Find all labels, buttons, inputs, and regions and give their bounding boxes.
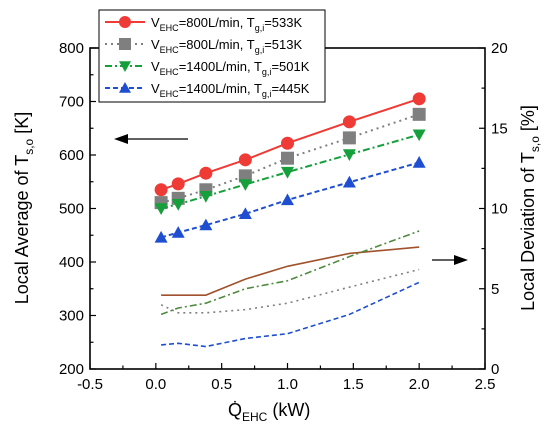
legend-marker <box>119 16 131 28</box>
y-left-tick-label: 300 <box>59 308 84 325</box>
x-tick-label: -0.5 <box>77 376 103 393</box>
legend-v-symbol: V <box>151 15 160 30</box>
legend-marker <box>119 82 131 93</box>
data-point <box>342 131 356 145</box>
legend-temp-text: =513K <box>264 37 302 52</box>
x-axis-title-subscript: EHC <box>242 410 268 424</box>
y-right-tick-label: 0 <box>491 361 499 378</box>
legend-flow-text: =1400L/min, T <box>179 59 262 74</box>
legend-t-subscript: g,i <box>255 45 265 55</box>
data-point <box>199 166 213 180</box>
right-axis-arrowhead <box>454 255 468 265</box>
legend-t-subscript: g,i <box>262 89 272 99</box>
data-point <box>154 203 168 215</box>
y-left-title-subscript: s,o <box>22 138 36 154</box>
plot-layer: -0.5 0.0 0.5 1.0 1.5 2.0 2.5200300400500600700… <box>59 40 508 393</box>
legend-v-subscript: EHC <box>160 89 180 99</box>
y-right-tick-label: 5 <box>491 281 499 298</box>
y-right-tick-label: 10 <box>491 201 508 218</box>
legend-v-subscript: EHC <box>160 23 180 33</box>
data-point <box>281 166 294 179</box>
x-tick-label: 0.0 <box>145 376 166 393</box>
data-point <box>199 190 213 203</box>
legend-label: VEHC=1400L/min, Tg,i=501K <box>151 59 310 77</box>
data-point <box>238 179 252 191</box>
y-right-tick-label: 20 <box>491 40 508 57</box>
legend-v-symbol: V <box>151 37 160 52</box>
data-point <box>154 230 168 243</box>
data-point <box>238 169 252 183</box>
data-point <box>412 92 426 106</box>
series-line-7 <box>160 230 420 316</box>
legend-temp-text: =533K <box>264 15 302 30</box>
series-layer <box>154 92 426 348</box>
y-left-tick-label: 600 <box>59 147 84 164</box>
data-point <box>281 151 294 165</box>
x-axis-title: Q̇EHC (kW) <box>228 400 310 424</box>
y-left-title-main: Local Average of T <box>12 155 32 304</box>
data-point <box>412 155 426 168</box>
legend-temp-text: =445K <box>271 81 309 96</box>
x-tick-label: 1.0 <box>277 376 298 393</box>
y-left-tick-label: 500 <box>59 201 84 218</box>
legend-label: VEHC=800L/min, Tg,i=513K <box>151 37 303 55</box>
legend-marker <box>119 38 131 50</box>
legend-label: VEHC=1400L/min, Tg,i=445K <box>151 81 310 99</box>
x-axis-title-main: Q̇ <box>228 400 242 420</box>
data-point <box>342 149 356 161</box>
legend-flow-text: =1400L/min, T <box>179 81 262 96</box>
y-left-tick-label: 800 <box>59 40 84 57</box>
x-tick-label: 0.5 <box>211 376 232 393</box>
data-point <box>412 129 426 142</box>
y-right-title-unit: [%] <box>518 105 538 136</box>
legend-box <box>98 9 326 103</box>
y-left-title-unit: [K] <box>12 112 32 139</box>
legend-t-subscript: g,i <box>255 23 265 33</box>
data-point <box>171 226 185 238</box>
data-point <box>342 175 356 188</box>
legend-v-subscript: EHC <box>160 45 180 55</box>
x-tick-label: 2.0 <box>409 376 430 393</box>
axis-titles: Q̇EHC (kW)Local Average of Ts,o [K]Local… <box>12 105 542 424</box>
y-left-tick-label: 400 <box>59 254 84 271</box>
legend-label: VEHC=800L/min, Tg,i=533K <box>151 15 303 33</box>
legend-flow-text: =800L/min, T <box>179 15 255 30</box>
data-point <box>171 177 185 191</box>
y-left-tick-label: 200 <box>59 361 84 378</box>
x-tick-label: 2.5 <box>475 376 496 393</box>
x-tick-label: 1.5 <box>343 376 364 393</box>
data-point <box>281 136 294 150</box>
legend-v-subscript: EHC <box>160 67 180 77</box>
x-axis-title-unit: (kW) <box>267 400 310 420</box>
y-left-axis-title: Local Average of Ts,o [K] <box>12 112 36 304</box>
legend-t-subscript: g,i <box>262 67 272 77</box>
y-right-title-main: Local Deviation of T <box>518 152 538 311</box>
y-left-tick-label: 700 <box>59 94 84 111</box>
legend-v-symbol: V <box>151 81 160 96</box>
y-right-title-subscript: s,o <box>528 136 542 152</box>
data-point <box>238 153 252 167</box>
data-point <box>199 218 213 231</box>
data-point <box>154 183 168 197</box>
series-line-6 <box>160 268 420 314</box>
data-point <box>171 199 185 211</box>
left-axis-arrowhead <box>114 134 128 144</box>
legend-flow-text: =800L/min, T <box>179 37 255 52</box>
series-line-5 <box>161 246 420 296</box>
data-point <box>281 193 294 206</box>
legend-temp-text: =501K <box>271 59 309 74</box>
legend-marker <box>119 61 131 72</box>
data-point <box>342 115 356 129</box>
y-right-axis-title: Local Deviation of Ts,o [%] <box>518 105 542 311</box>
data-point <box>412 107 426 121</box>
series-line-8 <box>161 281 420 348</box>
data-point <box>238 207 252 220</box>
y-right-tick-label: 15 <box>491 120 508 137</box>
legend-v-symbol: V <box>151 59 160 74</box>
